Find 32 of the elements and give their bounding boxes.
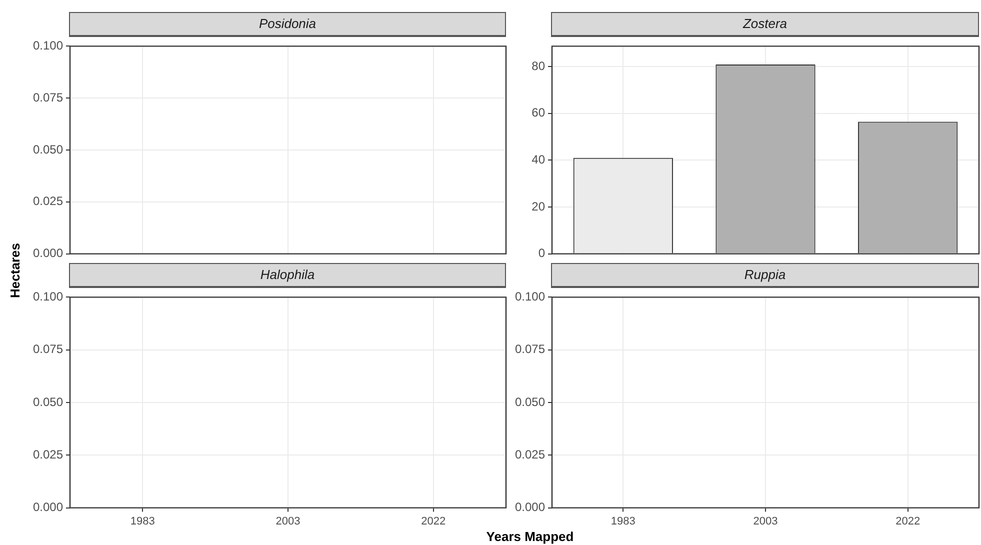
x-tick-label: 1983 bbox=[130, 515, 155, 528]
y-tick-label: 0.100 bbox=[514, 290, 546, 304]
x-tick-label: 2003 bbox=[753, 515, 778, 528]
y-tick-label: 0.025 bbox=[32, 194, 64, 208]
y-tick-label: 60 bbox=[532, 106, 546, 120]
y-tick-label: 0.025 bbox=[514, 447, 546, 462]
y-tick-label: 0.100 bbox=[32, 290, 64, 304]
chart-title: Zostera bbox=[551, 12, 979, 37]
y-tick-label: 0.000 bbox=[32, 500, 64, 514]
x-tick-label: 2022 bbox=[896, 515, 920, 528]
y-tick-label: 80 bbox=[532, 58, 546, 73]
y-tick-label: 0.075 bbox=[32, 342, 64, 356]
x-tick-label: 1983 bbox=[610, 515, 636, 528]
y-tick-label: 0.000 bbox=[514, 500, 546, 514]
chart-title: Halophila bbox=[69, 263, 506, 288]
y-tick-label: 0.050 bbox=[32, 142, 64, 156]
x-axis-title: Years Mapped bbox=[485, 529, 575, 544]
y-tick-label: 0 bbox=[538, 246, 546, 260]
y-tick-label: 0.050 bbox=[32, 394, 64, 409]
y-tick-label: 0.075 bbox=[32, 90, 64, 104]
y-tick-label: 0.025 bbox=[32, 447, 64, 462]
y-tick-label: 0.075 bbox=[514, 342, 546, 356]
y-tick-label: 20 bbox=[532, 199, 546, 214]
y-axis-title: Hectares bbox=[8, 242, 22, 300]
y-tick-label: 0.100 bbox=[32, 38, 64, 53]
x-tick-label: 2022 bbox=[421, 515, 446, 528]
x-tick-label: 2003 bbox=[276, 515, 300, 528]
y-tick-label: 0.000 bbox=[32, 246, 64, 260]
chart-title: Posidonia bbox=[69, 12, 506, 37]
y-tick-label: 40 bbox=[532, 152, 546, 166]
chart-title: Ruppia bbox=[551, 263, 979, 288]
y-tick-label: 0.050 bbox=[514, 394, 546, 409]
